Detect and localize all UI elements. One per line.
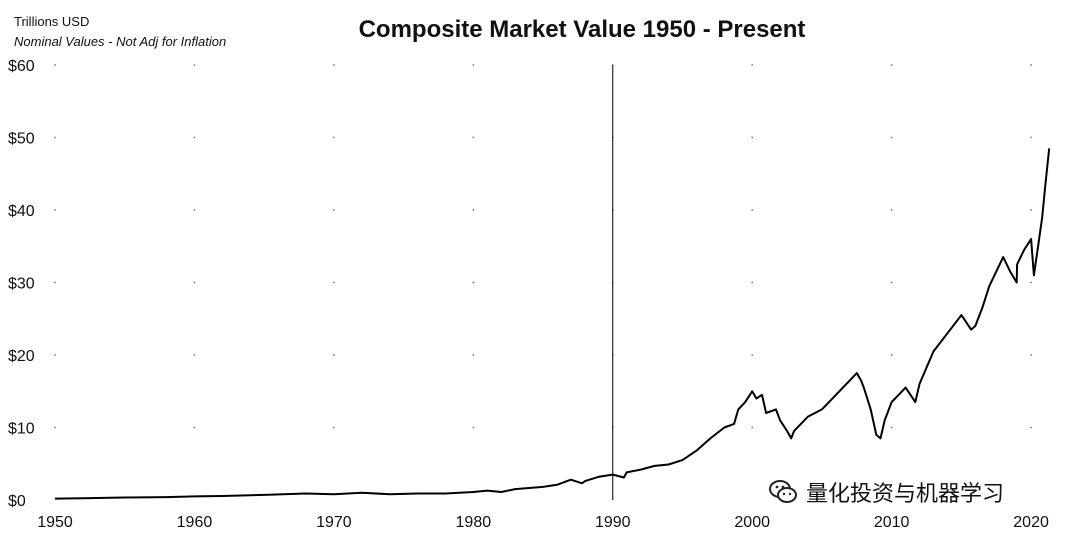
grid-point — [54, 209, 56, 211]
grid-point — [1030, 281, 1032, 284]
x-tick-label: 1970 — [316, 514, 352, 531]
grid-point — [472, 209, 475, 211]
grid-point — [54, 136, 56, 139]
grid-point — [193, 281, 196, 284]
grid-point — [472, 64, 475, 66]
grid-point — [890, 281, 893, 284]
chart-subtitle: Nominal Values - Not Adj for Inflation — [14, 34, 227, 49]
grid-point — [54, 354, 56, 356]
grid-point — [332, 281, 335, 284]
watermark: 量化投资与机器学习 — [762, 474, 1011, 510]
grid-point — [54, 426, 56, 429]
x-axis-ticks: 1950 1960 1970 1980 1990 2000 2010 2020 — [37, 514, 1049, 531]
series-line-group — [54, 148, 1051, 500]
watermark-text: 量化投资与机器学习 — [806, 482, 1005, 507]
grid-point — [751, 281, 754, 284]
y-tick-label: $20 — [8, 348, 35, 365]
grid-point — [751, 136, 754, 139]
y-tick-label: $60 — [8, 58, 35, 75]
grid-point — [193, 354, 196, 356]
grid-point — [332, 136, 335, 139]
grid-point — [1030, 209, 1032, 211]
grid-point — [1030, 64, 1032, 66]
grid-point — [332, 354, 335, 356]
grid-point — [193, 136, 196, 139]
grid-point — [332, 426, 335, 429]
grid-point — [193, 64, 196, 66]
grid-point — [1030, 426, 1032, 429]
grid-point — [890, 136, 893, 139]
y-tick-label: $30 — [8, 276, 35, 293]
grid-point — [54, 64, 56, 66]
x-tick-label: 1990 — [595, 514, 631, 531]
x-tick-label: 1950 — [37, 514, 73, 531]
grid-point — [751, 209, 754, 211]
grid-point — [890, 64, 893, 66]
grid-point — [751, 354, 754, 356]
grid-point — [472, 354, 475, 356]
grid-point — [751, 64, 754, 66]
x-tick-label: 1960 — [177, 514, 213, 531]
unit-label: Trillions USD — [14, 14, 90, 29]
series-line — [54, 148, 1051, 500]
grid-point — [332, 64, 335, 66]
x-tick-label: 2010 — [874, 514, 910, 531]
grid-point — [193, 426, 196, 429]
wechat-icon — [768, 477, 798, 507]
grid-point — [890, 354, 893, 356]
grid-point — [890, 426, 893, 429]
chart-title: Composite Market Value 1950 - Present — [358, 16, 806, 43]
y-tick-label: $10 — [8, 421, 35, 438]
x-tick-label: 1980 — [456, 514, 492, 531]
grid-point — [332, 209, 335, 211]
y-tick-label: $0 — [8, 493, 26, 510]
x-tick-label: 2000 — [734, 514, 770, 531]
grid-point — [472, 281, 475, 284]
grid-point — [193, 209, 196, 211]
grid-point — [751, 426, 754, 429]
grid-point — [472, 136, 475, 139]
x-tick-label: 2020 — [1013, 514, 1049, 531]
y-axis-ticks: $0 $10 $20 $30 $40 $50 $60 — [8, 58, 35, 510]
y-tick-label: $50 — [8, 131, 35, 148]
grid-points — [54, 64, 1032, 429]
y-tick-label: $40 — [8, 203, 35, 220]
grid-point — [890, 209, 893, 211]
grid-point — [472, 426, 475, 429]
grid-point — [1030, 136, 1032, 139]
grid-point — [1030, 354, 1032, 356]
grid-point — [54, 281, 56, 284]
